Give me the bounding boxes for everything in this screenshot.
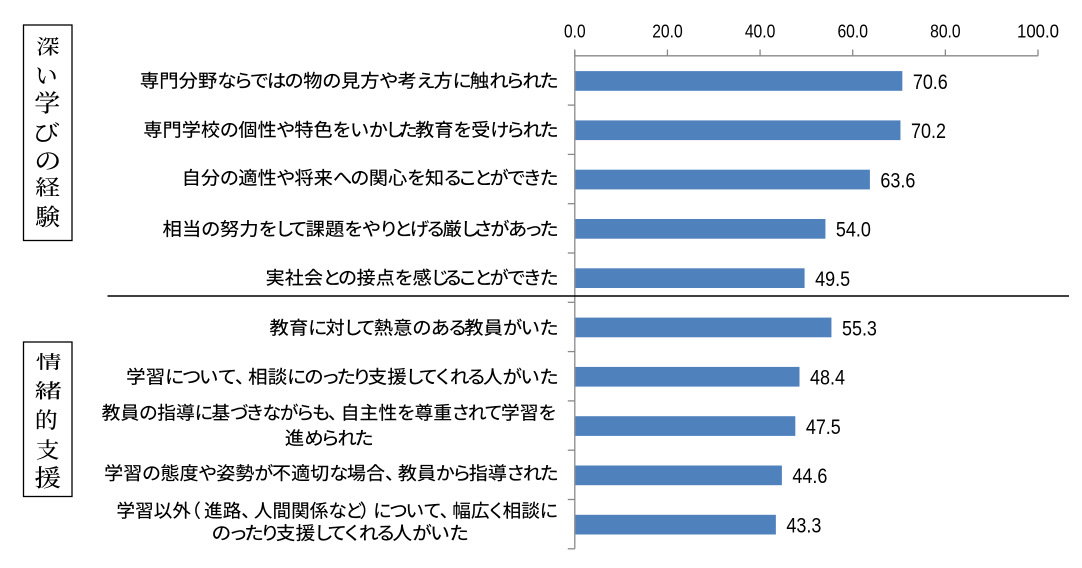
svg-text:54.0: 54.0 [836, 218, 871, 242]
svg-text:55.3: 55.3 [842, 316, 877, 340]
svg-text:48.4: 48.4 [810, 366, 845, 390]
svg-text:20.0: 20.0 [652, 21, 683, 42]
svg-text:0.0: 0.0 [564, 21, 586, 42]
svg-text:70.2: 70.2 [911, 119, 946, 143]
svg-text:44.6: 44.6 [792, 464, 827, 488]
svg-text:49.5: 49.5 [815, 267, 850, 291]
svg-text:63.6: 63.6 [880, 168, 915, 192]
svg-text:80.0: 80.0 [930, 21, 961, 42]
svg-text:60.0: 60.0 [837, 21, 868, 42]
svg-text:47.5: 47.5 [806, 415, 841, 439]
svg-text:43.3: 43.3 [786, 513, 821, 537]
svg-text:70.6: 70.6 [913, 70, 948, 94]
svg-text:40.0: 40.0 [745, 21, 776, 42]
svg-text:100.0: 100.0 [1017, 21, 1059, 42]
